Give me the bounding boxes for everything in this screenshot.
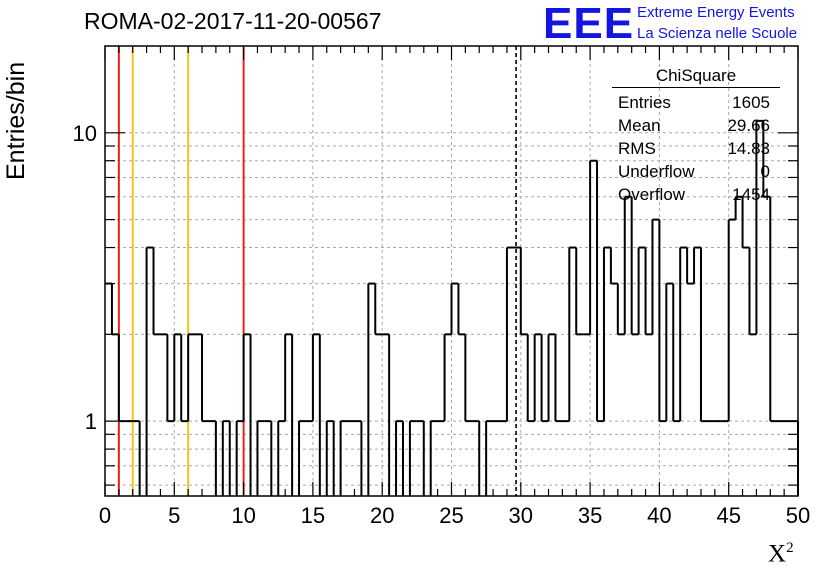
x-tick-label: 0 — [99, 503, 111, 528]
x-tick-label: 25 — [439, 503, 463, 528]
grid — [105, 46, 798, 496]
y-tick-label: 10 — [73, 121, 97, 146]
stats-box: ChiSquare Entries 1605 Mean 29.66 RMS 14… — [612, 66, 780, 206]
x-axis: 0 5 10 15 20 25 30 35 40 45 50 — [99, 46, 810, 528]
x-tick-label: 45 — [716, 503, 740, 528]
eee-logo: EEE Extreme Energy Events La Scienza nel… — [543, 2, 833, 46]
stats-value: 0 — [760, 162, 770, 181]
stats-row-rms: RMS 14.83 — [612, 137, 780, 160]
stats-row-underflow: Underflow 0 — [612, 160, 780, 183]
stats-value: 1605 — [732, 93, 770, 112]
x-tick-label: 50 — [786, 503, 810, 528]
x-tick-label: 30 — [509, 503, 533, 528]
x-axis-label: X2 — [768, 540, 794, 568]
x-tick-label: 10 — [231, 503, 255, 528]
logo-line-1: Extreme Energy Events — [637, 4, 795, 21]
stats-title: ChiSquare — [612, 66, 780, 88]
stats-value: 14.83 — [727, 139, 770, 158]
x-tick-label: 5 — [168, 503, 180, 528]
y-tick-label: 1 — [85, 409, 97, 434]
x-axis-label-text: X — [768, 540, 787, 568]
x-axis-label-superscript: 2 — [786, 540, 794, 556]
logo-line-2: La Scienza nelle Scuole — [637, 25, 798, 42]
stats-label: Entries — [618, 93, 671, 112]
stats-label: Overflow — [618, 185, 686, 204]
stats-value: 1454 — [732, 185, 770, 204]
histogram — [105, 119, 799, 496]
marker-lines — [117, 46, 517, 496]
logo-mark: EEE — [543, 0, 635, 48]
x-tick-label: 35 — [578, 503, 602, 528]
stats-label: Underflow — [618, 162, 695, 181]
x-tick-label: 40 — [647, 503, 671, 528]
stats-label: Mean — [618, 116, 661, 135]
y-axis: 1 10 — [73, 121, 798, 486]
stats-value: 29.66 — [727, 116, 770, 135]
stats-row-mean: Mean 29.66 — [612, 114, 780, 137]
stats-row-entries: Entries 1605 — [612, 91, 780, 114]
x-tick-label: 20 — [370, 503, 394, 528]
stats-row-overflow: Overflow 1454 — [612, 183, 780, 206]
chart-title: ROMA-02-2017-11-20-00567 — [84, 8, 382, 34]
y-axis-label: Entries/bin — [2, 61, 30, 180]
stats-label: RMS — [618, 139, 656, 158]
x-tick-label: 15 — [301, 503, 325, 528]
